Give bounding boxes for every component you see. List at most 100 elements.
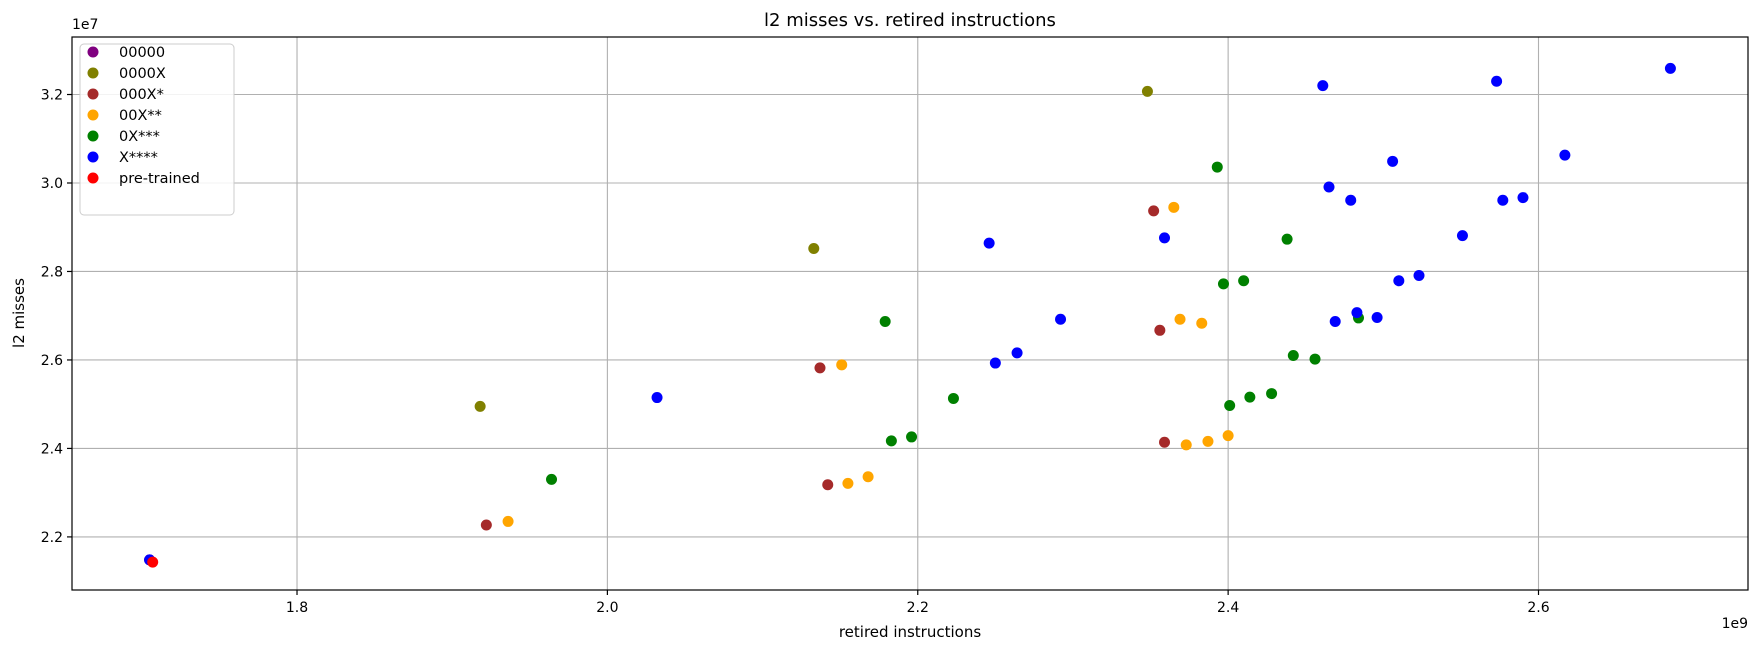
data-point xyxy=(1196,317,1208,329)
data-point xyxy=(1559,149,1571,161)
legend-item: 0X*** xyxy=(87,129,160,145)
legend: 00000 0000X 000X* 00X** 0X*** X**** pre-traine… xyxy=(79,43,235,216)
data-point xyxy=(1329,315,1341,327)
x-offset-label: 1e9 xyxy=(1722,616,1748,632)
data-point xyxy=(879,315,891,327)
data-point xyxy=(1323,181,1335,193)
legend-item: 00X** xyxy=(87,108,162,124)
data-point xyxy=(1491,75,1503,87)
data-point xyxy=(822,479,834,491)
data-point xyxy=(1055,313,1067,325)
data-point xyxy=(1222,430,1234,442)
chart-title: l2 misses vs. retired instructions xyxy=(764,10,1056,31)
legend-marker xyxy=(87,46,99,58)
data-point xyxy=(1224,400,1236,412)
x-axis-ticks: 1.8 2.0 2.2 2.4 2.6 xyxy=(286,590,1550,616)
legend-item: X**** xyxy=(87,150,158,166)
data-point xyxy=(1266,388,1278,400)
data-point xyxy=(1148,205,1160,217)
plot-frame xyxy=(71,36,1749,591)
data-point xyxy=(546,473,558,485)
legend-marker xyxy=(87,130,99,142)
data-point xyxy=(808,242,820,254)
data-point xyxy=(1154,324,1166,336)
y-axis-label: l2 misses xyxy=(10,278,28,348)
data-point xyxy=(1217,278,1229,290)
data-point xyxy=(502,515,514,527)
x-axis-label: retired instructions xyxy=(839,623,981,641)
data-point xyxy=(814,362,826,374)
series-X**** xyxy=(144,62,1676,566)
data-point xyxy=(1159,436,1171,448)
data-point xyxy=(1393,275,1405,287)
legend-marker xyxy=(87,172,99,184)
legend-item: pre-trained xyxy=(87,171,200,187)
data-point xyxy=(1287,350,1299,362)
legend-marker xyxy=(87,109,99,121)
series-pre-trained xyxy=(147,556,159,568)
data-point xyxy=(1011,347,1023,359)
data-point xyxy=(1168,201,1180,213)
data-point xyxy=(1497,194,1509,206)
data-point xyxy=(842,477,854,489)
data-point xyxy=(1309,353,1321,365)
data-point xyxy=(1141,85,1153,97)
data-point xyxy=(1371,311,1383,323)
data-point xyxy=(989,357,1001,369)
data-point xyxy=(1180,439,1192,451)
legend-marker xyxy=(87,88,99,100)
data-point xyxy=(1174,313,1186,325)
legend-label: 000X* xyxy=(119,87,164,103)
data-point xyxy=(1159,232,1171,244)
series-0000X xyxy=(474,85,1153,412)
series-00X** xyxy=(502,201,1234,527)
data-point xyxy=(1456,230,1468,242)
data-point xyxy=(1664,62,1676,74)
data-point xyxy=(1202,435,1214,447)
y-tick-label: 3.2 xyxy=(41,88,63,104)
data-point xyxy=(836,359,848,371)
data-point xyxy=(885,435,897,447)
legend-box xyxy=(79,43,235,216)
x-tick-label: 2.4 xyxy=(1217,600,1239,616)
gridlines xyxy=(72,37,1748,590)
data-point xyxy=(1211,161,1223,173)
y-tick-label: 2.6 xyxy=(41,353,63,369)
y-offset-label: 1e7 xyxy=(72,17,98,33)
data-point xyxy=(906,431,918,443)
y-tick-label: 3.0 xyxy=(41,176,63,192)
legend-label: 0000X xyxy=(119,66,166,82)
legend-label: 00X** xyxy=(119,108,162,124)
x-tick-label: 2.2 xyxy=(907,600,929,616)
y-tick-label: 2.8 xyxy=(41,264,63,280)
legend-item: 00000 xyxy=(87,45,165,61)
legend-item: 000X* xyxy=(87,87,164,103)
x-tick-label: 2.0 xyxy=(596,600,618,616)
data-point xyxy=(947,392,959,404)
data-point xyxy=(1238,275,1250,287)
y-tick-label: 2.4 xyxy=(41,441,63,457)
series-0X*** xyxy=(546,161,1364,485)
data-point xyxy=(1317,80,1329,92)
legend-label: pre-trained xyxy=(119,171,200,187)
data-point xyxy=(1351,307,1363,319)
data-point xyxy=(1281,233,1293,245)
y-axis-ticks: 2.2 2.4 2.6 2.8 3.0 3.2 xyxy=(41,88,72,546)
data-point xyxy=(1345,194,1357,206)
x-tick-label: 2.6 xyxy=(1527,600,1549,616)
legend-label: X**** xyxy=(119,150,158,166)
series-000X* xyxy=(480,205,1171,531)
legend-marker xyxy=(87,67,99,79)
data-point xyxy=(1244,391,1256,403)
data-point xyxy=(474,400,486,412)
legend-label: 00000 xyxy=(119,45,165,61)
data-point xyxy=(862,471,874,483)
data-point xyxy=(651,392,663,404)
data-point xyxy=(1413,269,1425,281)
data-points xyxy=(144,62,1676,568)
data-point xyxy=(147,556,159,568)
legend-label: 0X*** xyxy=(119,129,160,145)
legend-marker xyxy=(87,151,99,163)
x-tick-label: 1.8 xyxy=(286,600,308,616)
